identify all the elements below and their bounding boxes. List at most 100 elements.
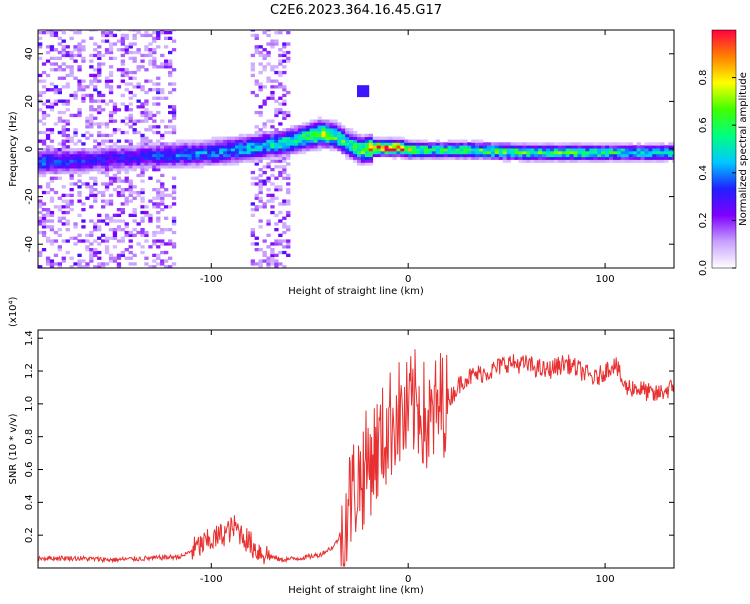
spectrogram-cell xyxy=(85,136,90,140)
spectrogram-cell xyxy=(274,242,279,246)
spectrogram-cell xyxy=(187,153,192,158)
spectrogram-cell xyxy=(313,130,318,135)
spectrogram-cell xyxy=(195,162,200,166)
spectrogram-cell xyxy=(97,70,102,75)
snr-x-tick-label: 0 xyxy=(405,574,411,585)
spectrogram-cell xyxy=(337,136,342,140)
spectrogram-cell xyxy=(672,156,674,160)
spectrogram-cell xyxy=(553,148,559,152)
spectrogram-cell xyxy=(471,153,476,158)
spectrogram-cell xyxy=(227,150,232,155)
spectrogram-cell xyxy=(171,165,177,169)
spectrogram-cell xyxy=(282,250,287,255)
spectrogram-cell xyxy=(231,136,236,140)
spectrogram-cell xyxy=(656,159,661,163)
snr-y-scale-label: (x10⁴) xyxy=(8,296,19,327)
spectrogram-cell xyxy=(258,196,263,200)
spectrogram-cell xyxy=(341,125,346,129)
spectrogram-cell xyxy=(266,259,271,263)
spectrogram-cell xyxy=(108,193,114,197)
spectrogram-cell xyxy=(191,145,196,149)
spectrogram-cell xyxy=(668,150,673,155)
spectrogram-cell xyxy=(140,205,145,209)
spectrogram-cell xyxy=(364,150,370,155)
spectrogram-cell xyxy=(274,239,279,243)
spectrogram-cell xyxy=(278,142,283,146)
spectrogram-cell xyxy=(128,213,133,217)
spectrogram-cell xyxy=(278,48,283,52)
spectrogram-cell xyxy=(101,99,106,103)
spectrogram-cell xyxy=(108,139,114,143)
spectrogram-cell xyxy=(101,165,106,169)
spectrogram-cell xyxy=(471,148,476,152)
spectrogram-cell xyxy=(561,153,567,158)
spectrogram-cell xyxy=(270,196,275,200)
spectrogram-cell xyxy=(605,159,610,163)
spectrogram-cell xyxy=(648,153,653,158)
spectrogram-cell xyxy=(45,259,51,263)
spectrogram-cell xyxy=(191,156,196,160)
spectrogram-cell xyxy=(156,45,161,49)
spectrogram-cell xyxy=(128,148,133,152)
spectrogram-cell xyxy=(57,245,62,249)
spectrogram-cell xyxy=(69,159,74,163)
spectrogram-cell xyxy=(668,156,673,160)
spectrogram-cell xyxy=(77,30,82,32)
spectrogram-cell xyxy=(108,219,114,223)
spectrogram-cell xyxy=(132,262,137,266)
spectrogram-cell xyxy=(656,156,661,160)
spectrogram-cell xyxy=(467,142,472,146)
spectrogram-cell xyxy=(108,119,114,123)
spectrogram-cell xyxy=(585,145,590,149)
spectrogram-cell xyxy=(258,136,263,140)
spectrogram-cell xyxy=(640,153,645,158)
spectrogram-cell xyxy=(250,33,255,38)
spectrogram-cell xyxy=(120,236,125,240)
spectrogram-cell xyxy=(128,239,133,243)
spectrogram-cell xyxy=(168,70,173,75)
spectrogram-cell xyxy=(400,145,405,149)
spectrogram-cell xyxy=(156,139,161,143)
spectrogram-cell xyxy=(132,33,137,38)
spectrogram-cell xyxy=(278,150,283,155)
spectrogram-cell xyxy=(274,259,279,263)
spectrogram-cell xyxy=(57,176,62,180)
spectrogram-cell xyxy=(660,156,665,160)
spectrogram-cell xyxy=(97,162,102,166)
spectrogram-cell xyxy=(164,162,169,166)
spectrogram-cell xyxy=(49,199,55,203)
spectrogram-cell xyxy=(93,30,98,32)
spectrogram-cell xyxy=(534,145,539,149)
spectrogram-cell xyxy=(97,99,102,103)
spectrogram-cell xyxy=(148,50,153,55)
spectrogram-cell xyxy=(187,162,192,166)
spectrogram-cell xyxy=(530,156,535,160)
spectrogram-cell xyxy=(274,145,279,149)
spectrogram-cell xyxy=(274,108,279,112)
spectrogram-cell xyxy=(69,156,74,160)
spectrogram-cell xyxy=(609,156,614,160)
spectrogram-cell xyxy=(97,219,102,223)
spectrogram-cell xyxy=(120,219,125,223)
spectrogram-cell xyxy=(156,188,161,192)
spectrogram-cell xyxy=(270,259,275,263)
spectrogram-cell xyxy=(89,105,94,109)
spectrogram-cell xyxy=(266,265,271,268)
spectrogram-cell xyxy=(254,82,259,86)
spectrogram-cell xyxy=(89,82,94,86)
spectrogram-cell xyxy=(368,142,374,146)
spectrogram-cell xyxy=(144,128,149,132)
spectrogram-cell xyxy=(89,59,94,63)
spectrogram-cell xyxy=(77,108,82,112)
spectrogram-cell xyxy=(53,68,59,72)
spectrogram-cell xyxy=(652,148,657,152)
spectrogram-cell xyxy=(561,159,567,163)
spectrogram-cell xyxy=(262,31,267,35)
spectrogram-cell xyxy=(286,239,291,243)
spectrogram-cell xyxy=(85,196,90,200)
spectrogram-cell xyxy=(156,90,161,95)
spectrogram-cell xyxy=(388,139,393,143)
spectrogram-cell xyxy=(286,50,291,55)
spectrogram-cell xyxy=(270,182,275,186)
spectrogram-cell xyxy=(85,245,90,249)
